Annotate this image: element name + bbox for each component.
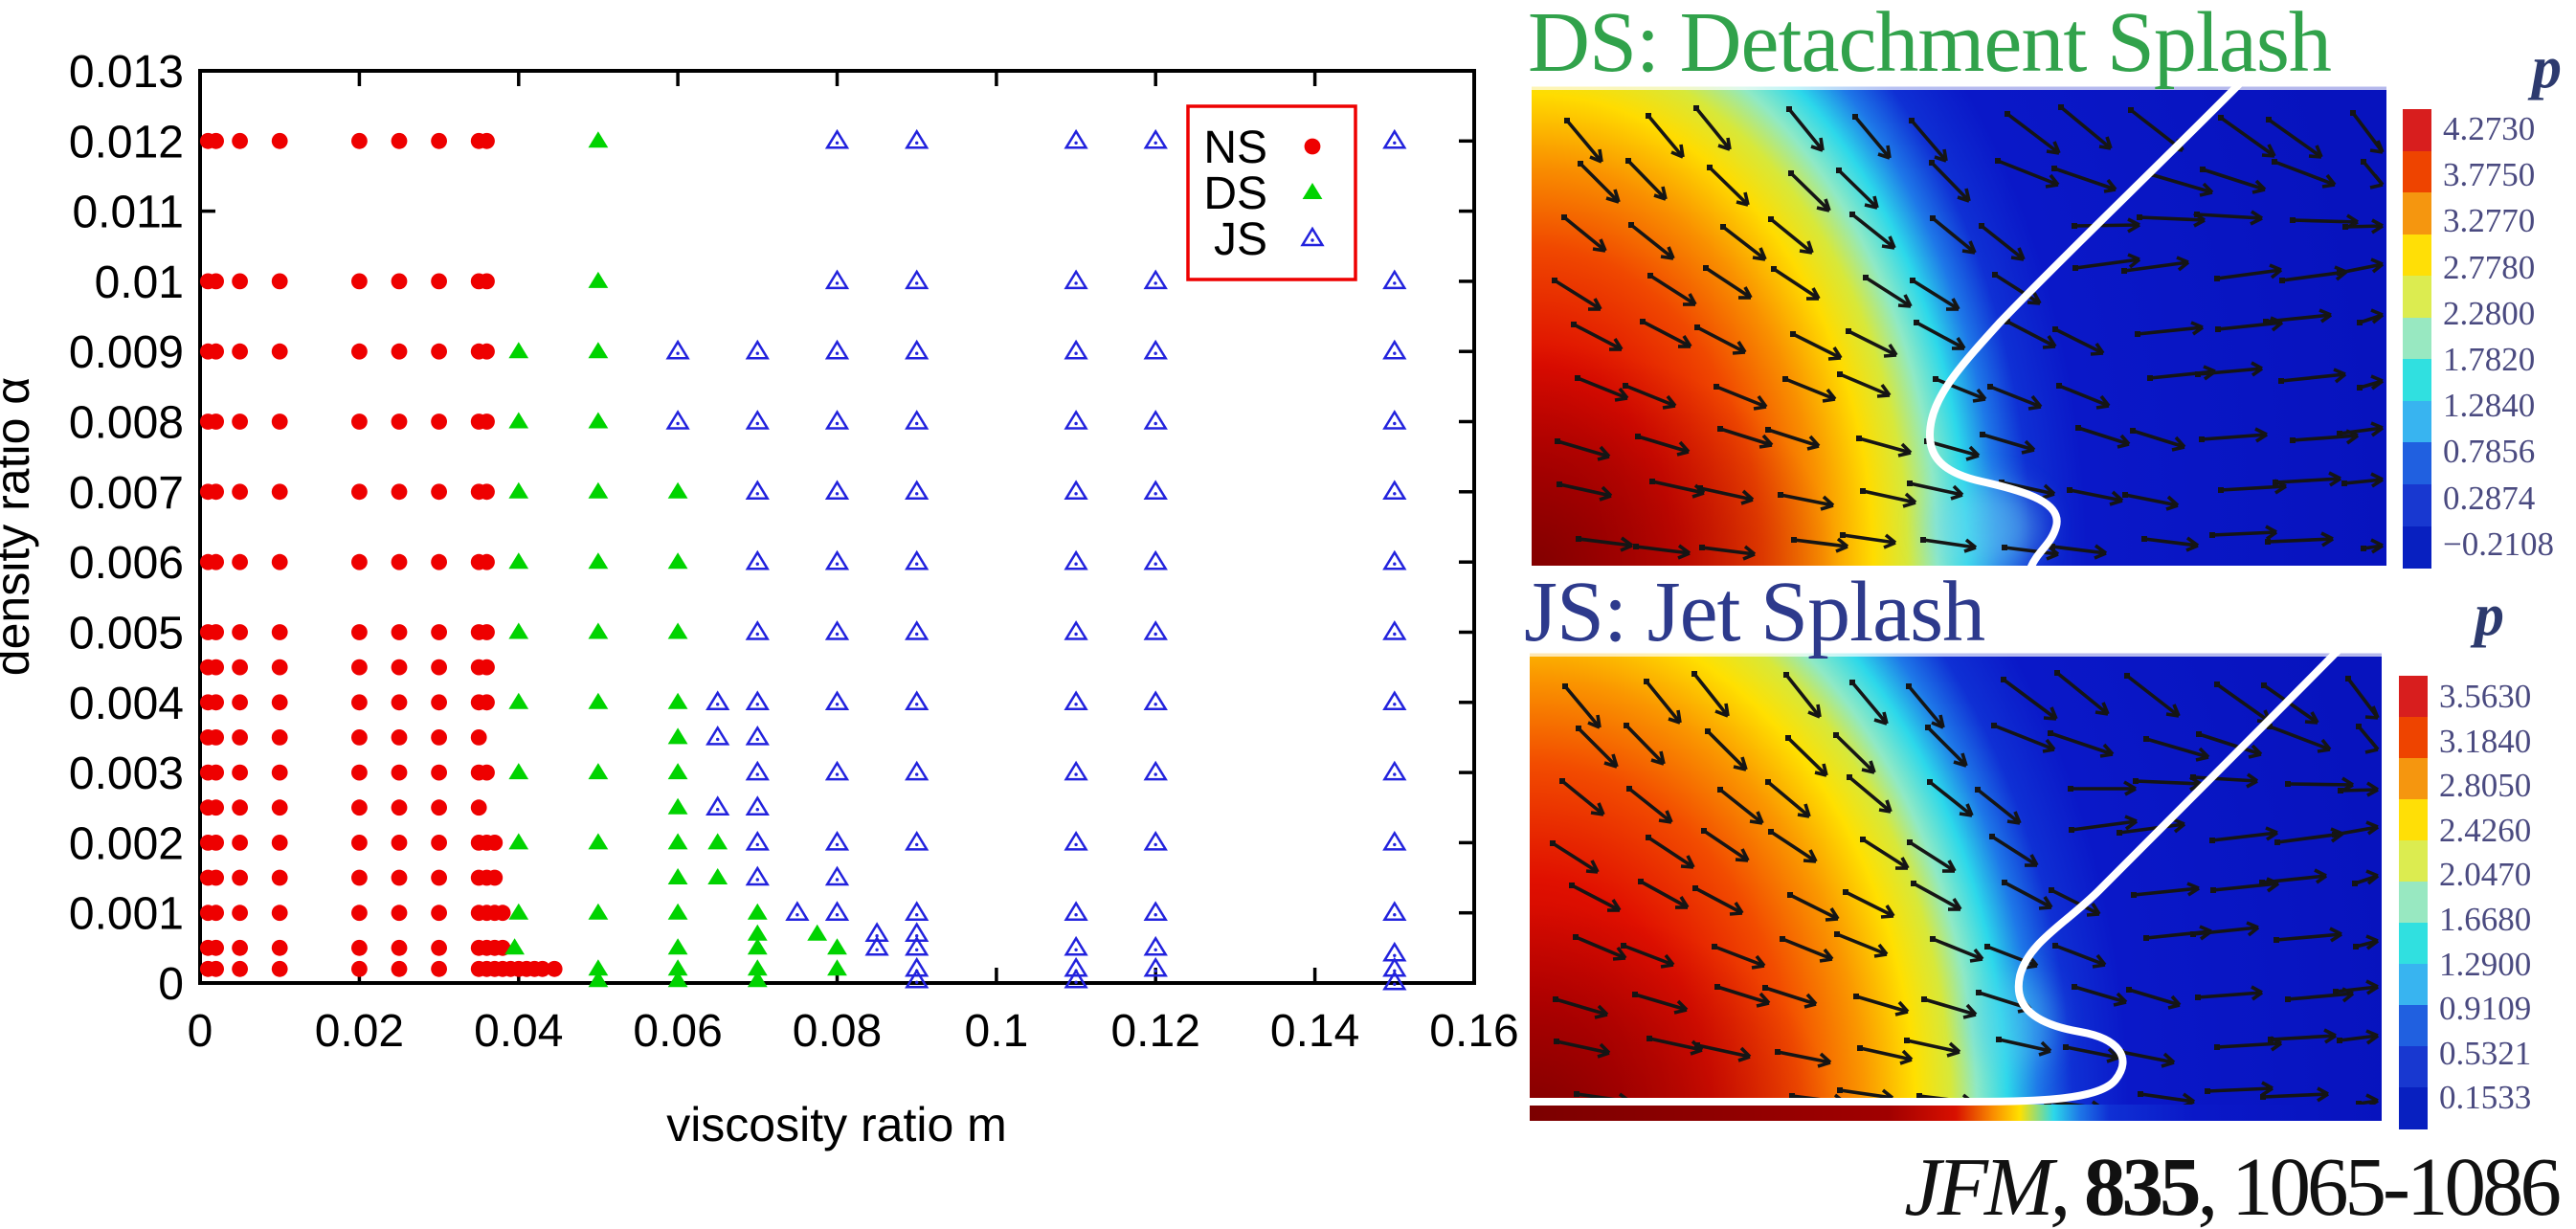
svg-text:0.01: 0.01 [95, 257, 184, 308]
svg-text:0.06: 0.06 [633, 1006, 722, 1057]
svg-text:0: 0 [188, 1006, 213, 1057]
svg-text:0.008: 0.008 [69, 398, 184, 449]
svg-text:DS: DS [1203, 168, 1267, 219]
svg-text:0.001: 0.001 [69, 889, 184, 940]
svg-text:0.14: 0.14 [1270, 1006, 1359, 1057]
svg-text:0.006: 0.006 [69, 538, 184, 589]
svg-text:0.009: 0.009 [69, 327, 184, 378]
svg-text:0.04: 0.04 [474, 1006, 563, 1057]
svg-text:0.013: 0.013 [69, 47, 184, 98]
svg-text:0.005: 0.005 [69, 609, 184, 659]
svg-text:density ratio α: density ratio α [0, 377, 39, 676]
svg-text:JS: JS [1214, 214, 1267, 265]
svg-text:0.002: 0.002 [69, 818, 184, 869]
svg-text:0.012: 0.012 [69, 117, 184, 168]
svg-text:0.08: 0.08 [793, 1006, 882, 1057]
svg-text:0.1: 0.1 [965, 1006, 1029, 1057]
svg-text:0.16: 0.16 [1429, 1006, 1518, 1057]
svg-text:0.004: 0.004 [69, 679, 184, 729]
svg-text:0.003: 0.003 [69, 749, 184, 799]
svg-text:0.02: 0.02 [315, 1006, 404, 1057]
svg-text:NS: NS [1203, 123, 1267, 173]
svg-text:0.007: 0.007 [69, 468, 184, 519]
svg-text:0.011: 0.011 [72, 188, 184, 238]
svg-text:0.12: 0.12 [1110, 1006, 1199, 1057]
svg-text:0: 0 [158, 959, 184, 1010]
svg-text:viscosity ratio m: viscosity ratio m [666, 1098, 1007, 1151]
